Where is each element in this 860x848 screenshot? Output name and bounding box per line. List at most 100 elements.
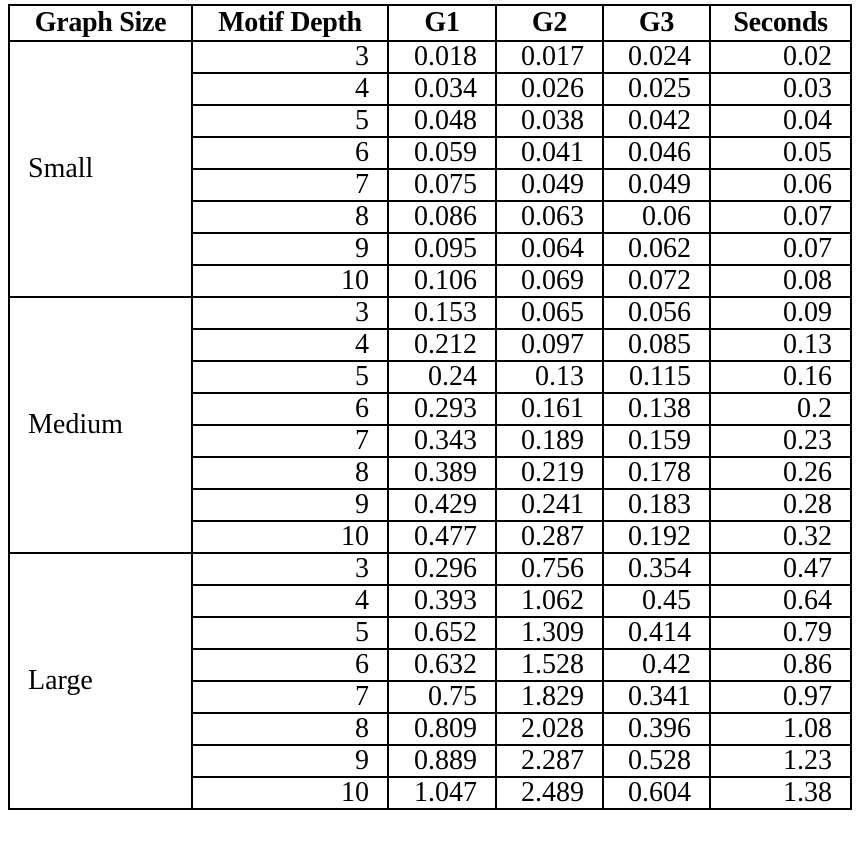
g3-cell: 0.042	[602, 104, 711, 138]
table-row: Medium 3 0.153 0.065 0.056 0.09	[8, 296, 852, 554]
motif-depth-cell: 6	[191, 648, 389, 682]
g1-cell: 0.389	[387, 456, 497, 490]
seconds-cell: 0.03	[709, 72, 852, 106]
g1-cell: 0.477	[387, 520, 497, 554]
motif-depth-cell: 4	[191, 72, 389, 106]
header-graph-size: Graph Size	[8, 4, 193, 42]
g2-cell: 0.064	[495, 232, 604, 266]
seconds-cell: 0.13	[709, 328, 852, 362]
g2-cell: 1.829	[495, 680, 604, 714]
table-row: 5 0.048 0.038 0.042 0.04	[9, 104, 852, 138]
header-g1: G1	[387, 4, 497, 42]
g3-cell: 0.115	[602, 360, 711, 394]
table-row: 7 0.343 0.189 0.159 0.23	[9, 424, 852, 458]
table-row: 9 0.889 2.287 0.528 1.23	[9, 744, 852, 778]
table-row: 8 0.389 0.219 0.178 0.26	[9, 456, 852, 490]
g1-cell: 0.343	[387, 424, 497, 458]
motif-depth-cell: 3	[191, 40, 389, 74]
g3-cell: 0.085	[602, 328, 711, 362]
g1-cell: 0.095	[387, 232, 497, 266]
g2-cell: 0.161	[495, 392, 604, 426]
motif-depth-cell: 4	[191, 584, 389, 618]
g1-cell: 0.212	[387, 328, 497, 362]
motif-depth-cell: 10	[191, 776, 389, 810]
g3-cell: 0.072	[602, 264, 711, 298]
seconds-cell: 1.08	[709, 712, 852, 746]
g2-cell: 1.309	[495, 616, 604, 650]
g2-cell: 0.189	[495, 424, 604, 458]
seconds-cell: 0.79	[709, 616, 852, 650]
table-row: 10 0.106 0.069 0.072 0.08	[9, 264, 852, 298]
g2-cell: 0.017	[495, 40, 604, 74]
g2-cell: 0.049	[495, 168, 604, 202]
seconds-cell: 0.04	[709, 104, 852, 138]
motif-depth-cell: 5	[191, 104, 389, 138]
g1-cell: 0.24	[387, 360, 497, 394]
motif-depth-cell: 4	[191, 328, 389, 362]
table-row: 6 0.059 0.041 0.046 0.05	[9, 136, 852, 170]
seconds-cell: 0.64	[709, 584, 852, 618]
seconds-cell: 0.26	[709, 456, 852, 490]
g2-cell: 2.028	[495, 712, 604, 746]
g1-cell: 0.393	[387, 584, 497, 618]
g2-cell: 0.069	[495, 264, 604, 298]
g1-cell: 0.809	[387, 712, 497, 746]
g1-cell: 0.059	[387, 136, 497, 170]
table-row: 6 0.293 0.161 0.138 0.2	[9, 392, 852, 426]
g2-cell: 0.038	[495, 104, 604, 138]
g2-cell: 0.241	[495, 488, 604, 522]
g3-cell: 0.056	[602, 296, 711, 330]
graph-size-cell: Medium	[8, 296, 193, 554]
g3-cell: 0.604	[602, 776, 711, 810]
g3-cell: 0.414	[602, 616, 711, 650]
seconds-cell: 0.06	[709, 168, 852, 202]
seconds-cell: 0.47	[709, 552, 852, 586]
motif-depth-cell: 9	[191, 488, 389, 522]
motif-depth-cell: 6	[191, 392, 389, 426]
g2-cell: 0.065	[495, 296, 604, 330]
g3-cell: 0.049	[602, 168, 711, 202]
table-row: 7 0.75 1.829 0.341 0.97	[9, 680, 852, 714]
table-row: 10 0.477 0.287 0.192 0.32	[9, 520, 852, 554]
motif-depth-cell: 3	[191, 552, 389, 586]
header-seconds: Seconds	[709, 4, 852, 42]
motif-depth-cell: 6	[191, 136, 389, 170]
g1-cell: 0.889	[387, 744, 497, 778]
motif-depth-cell: 8	[191, 456, 389, 490]
g3-cell: 0.528	[602, 744, 711, 778]
g2-cell: 0.041	[495, 136, 604, 170]
motif-depth-cell: 10	[191, 520, 389, 554]
table-body: Small 3 0.018 0.017 0.024 0.02 4 0.034 0.026 0.02…	[8, 40, 852, 810]
g3-cell: 0.024	[602, 40, 711, 74]
motif-depth-cell: 5	[191, 360, 389, 394]
results-table: Graph Size Motif Depth G1 G2 G3 Seconds …	[8, 4, 852, 810]
g3-cell: 0.354	[602, 552, 711, 586]
g3-cell: 0.45	[602, 584, 711, 618]
seconds-cell: 1.38	[709, 776, 852, 810]
seconds-cell: 0.05	[709, 136, 852, 170]
table-header: Graph Size Motif Depth G1 G2 G3 Seconds	[8, 4, 852, 42]
g1-cell: 0.034	[387, 72, 497, 106]
table-row: 9 0.095 0.064 0.062 0.07	[9, 232, 852, 266]
g3-cell: 0.138	[602, 392, 711, 426]
table-row: 7 0.075 0.049 0.049 0.06	[9, 168, 852, 202]
motif-depth-cell: 5	[191, 616, 389, 650]
g1-cell: 0.086	[387, 200, 497, 234]
g3-cell: 0.062	[602, 232, 711, 266]
table-row: 9 0.429 0.241 0.183 0.28	[9, 488, 852, 522]
g3-cell: 0.046	[602, 136, 711, 170]
g1-cell: 0.018	[387, 40, 497, 74]
g1-cell: 0.632	[387, 648, 497, 682]
seconds-cell: 0.02	[709, 40, 852, 74]
motif-depth-cell: 9	[191, 232, 389, 266]
g1-cell: 0.153	[387, 296, 497, 330]
g2-cell: 0.063	[495, 200, 604, 234]
table-row: 6 0.632 1.528 0.42 0.86	[9, 648, 852, 682]
graph-size-cell: Large	[8, 552, 193, 810]
g3-cell: 0.06	[602, 200, 711, 234]
g3-cell: 0.341	[602, 680, 711, 714]
seconds-cell: 0.2	[709, 392, 852, 426]
g3-cell: 0.42	[602, 648, 711, 682]
g2-cell: 0.097	[495, 328, 604, 362]
g3-cell: 0.159	[602, 424, 711, 458]
